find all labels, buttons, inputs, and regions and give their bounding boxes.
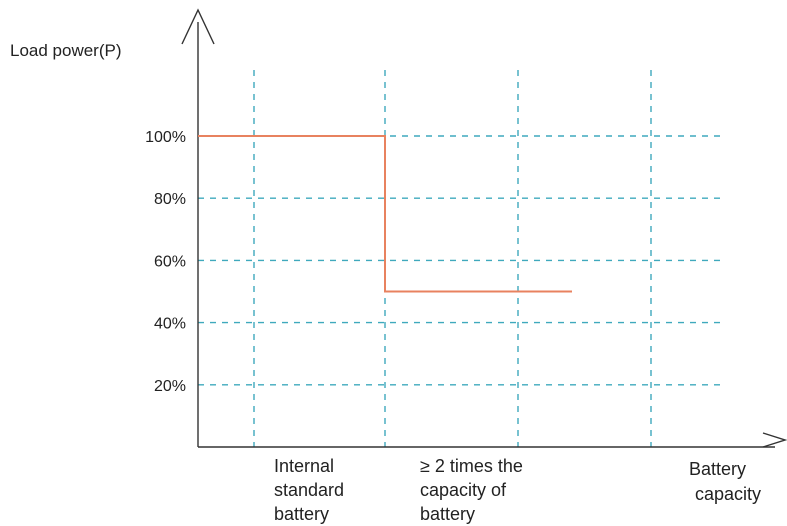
category-label-2-line-3: battery [420, 504, 475, 524]
category-labels: Internal standard battery ≥ 2 times the capa… [274, 456, 523, 524]
series-line-1 [198, 135, 572, 293]
x-axis-arrow [762, 432, 787, 448]
y-tick-label-40: 40% [154, 316, 186, 333]
category-label-1-line-2: standard [274, 480, 344, 500]
x-axis-title-line-1: Battery [689, 459, 746, 479]
category-label-1-line-1: Internal [274, 456, 334, 476]
x-axis-title-line-2: capacity [695, 484, 761, 504]
grid-lines [198, 70, 720, 447]
category-label-2: ≥ 2 times the capacity of battery [420, 456, 523, 524]
y-axis-arrow [181, 8, 215, 45]
y-tick-label-80: 80% [154, 191, 186, 208]
series-layer [198, 135, 572, 293]
y-tick-label-60: 60% [154, 253, 186, 270]
category-label-1: Internal standard battery [274, 456, 344, 524]
x-axis-title: Battery capacity [689, 459, 761, 504]
category-label-2-line-2: capacity of [420, 480, 507, 500]
y-tick-label-20: 20% [154, 378, 186, 395]
category-label-2-line-1: ≥ 2 times the [420, 456, 523, 476]
y-axis-title: Load power(P) [10, 41, 122, 60]
y-tick-label-100: 100% [145, 129, 186, 146]
y-tick-labels: 20% 40% 60% 80% 100% [145, 129, 186, 395]
category-label-1-line-3: battery [274, 504, 329, 524]
axes [181, 8, 787, 448]
